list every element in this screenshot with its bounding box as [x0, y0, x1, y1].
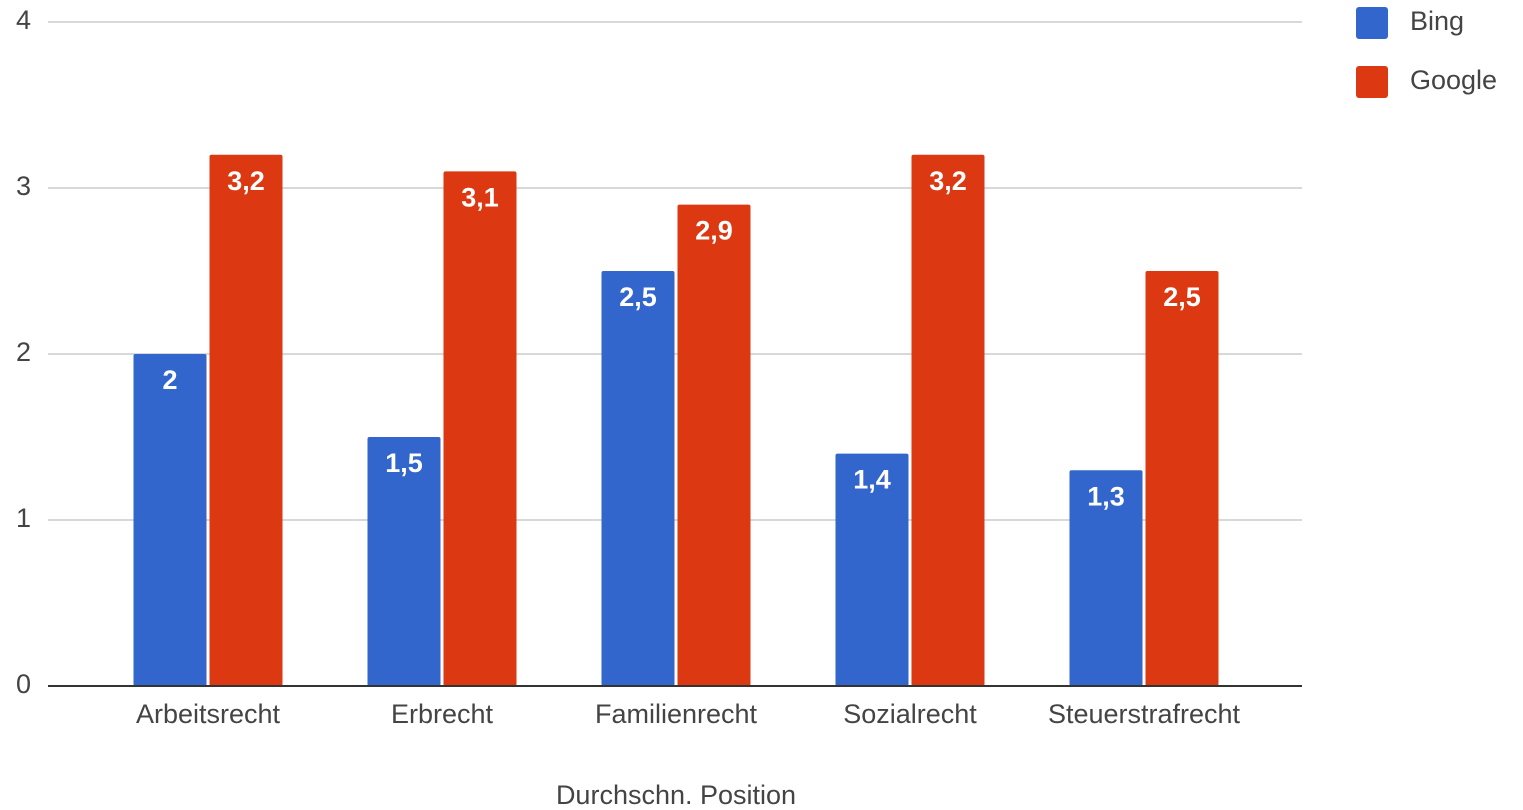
- x-axis-title: Durchschn. Position: [556, 780, 796, 810]
- data-label: 3,1: [461, 183, 499, 213]
- bar: [133, 354, 207, 686]
- data-label: 3,2: [929, 166, 967, 196]
- bar: [677, 204, 751, 686]
- y-tick-label: 1: [16, 503, 31, 533]
- data-label: 1,5: [385, 448, 423, 478]
- y-tick-label: 4: [16, 5, 31, 35]
- data-label: 1,3: [1087, 481, 1125, 511]
- bar: [443, 171, 517, 686]
- y-tick-label: 2: [16, 337, 31, 367]
- bar: [209, 154, 283, 687]
- legend-label: Bing: [1410, 6, 1464, 36]
- bar: [835, 453, 909, 686]
- y-tick-label: 3: [16, 171, 31, 201]
- bar: [601, 271, 675, 686]
- bar: [367, 437, 441, 686]
- bar: [1069, 470, 1143, 686]
- x-tick-label: Familienrecht: [595, 699, 758, 729]
- bar: [1145, 271, 1219, 686]
- x-tick-label: Erbrecht: [391, 699, 494, 729]
- y-tick-label: 0: [16, 669, 31, 699]
- data-label: 3,2: [227, 166, 265, 196]
- x-tick-label: Arbeitsrecht: [136, 699, 281, 729]
- data-label: 2,9: [695, 216, 733, 246]
- data-label: 2: [162, 365, 177, 395]
- data-label: 2,5: [619, 282, 657, 312]
- x-tick-label: Steuerstrafrecht: [1048, 699, 1241, 729]
- data-label: 1,4: [853, 465, 891, 495]
- legend-swatch: [1356, 66, 1388, 98]
- bar: [911, 154, 985, 687]
- legend-swatch: [1356, 7, 1388, 39]
- legend-label: Google: [1410, 65, 1497, 95]
- data-label: 2,5: [1163, 282, 1201, 312]
- x-tick-label: Sozialrecht: [843, 699, 977, 729]
